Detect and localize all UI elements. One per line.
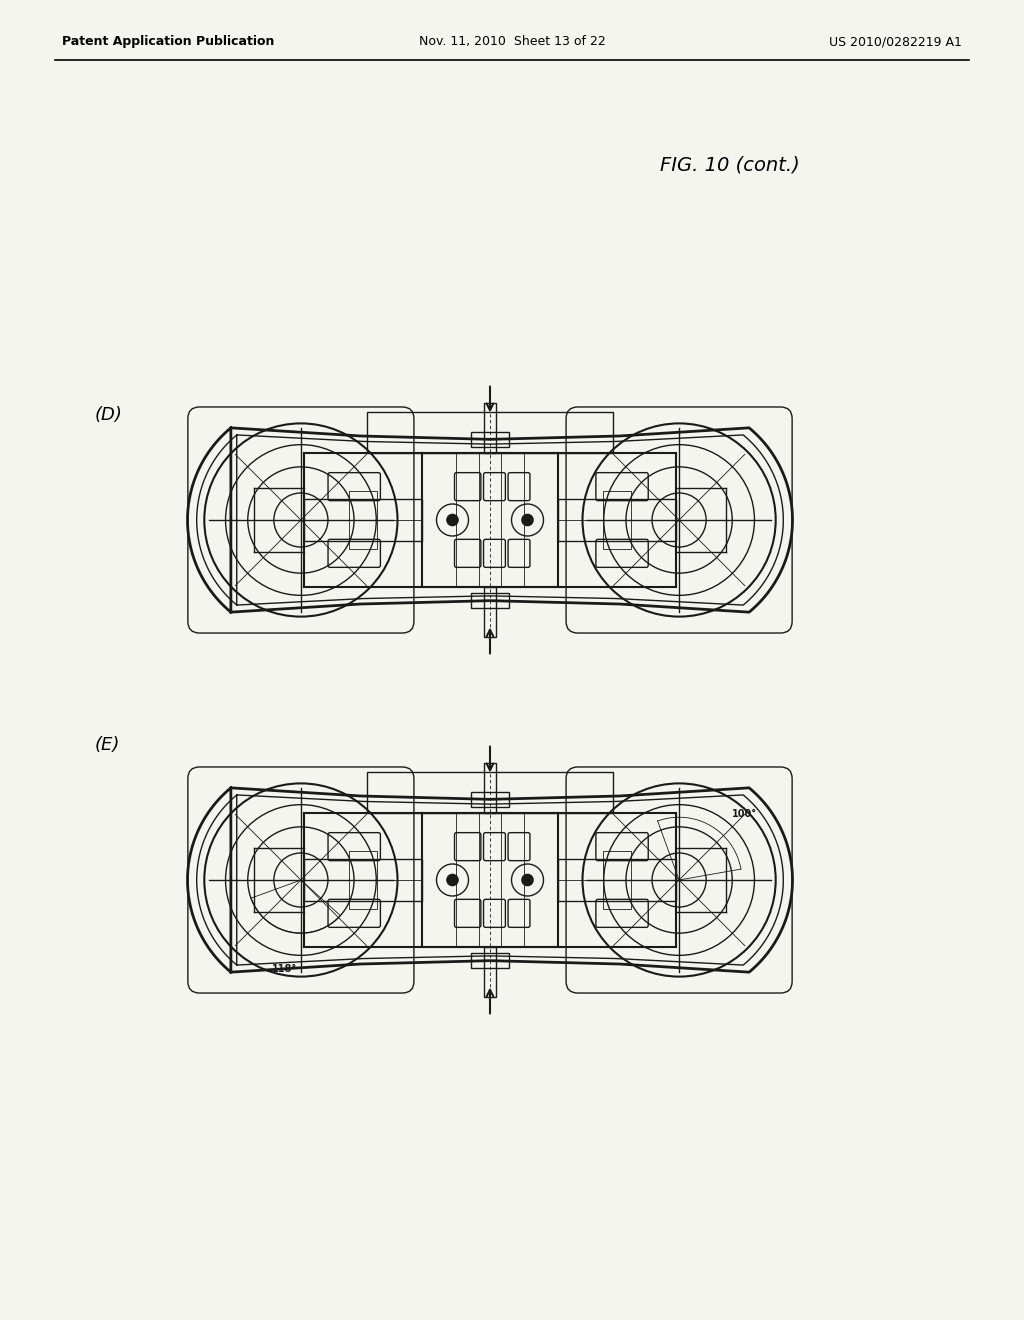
Bar [422, 453, 558, 586]
Bar [558, 859, 676, 900]
Bar [368, 412, 612, 453]
Bar [349, 851, 377, 908]
Text: 118°: 118° [272, 964, 297, 974]
Text: Patent Application Publication: Patent Application Publication [62, 36, 274, 49]
Circle shape [522, 515, 534, 525]
Circle shape [446, 515, 458, 525]
Bar [422, 813, 558, 946]
Bar [483, 586, 497, 638]
Bar [368, 772, 612, 813]
Circle shape [522, 874, 534, 886]
Bar [603, 491, 631, 549]
Bar [304, 499, 422, 541]
Bar [471, 953, 509, 968]
Text: Nov. 11, 2010  Sheet 13 of 22: Nov. 11, 2010 Sheet 13 of 22 [419, 36, 605, 49]
Bar [471, 432, 509, 447]
Bar [349, 491, 377, 549]
Text: 100°: 100° [732, 809, 758, 820]
Bar [603, 851, 631, 908]
Text: US 2010/0282219 A1: US 2010/0282219 A1 [829, 36, 962, 49]
Text: FIG. 10 (cont.): FIG. 10 (cont.) [660, 156, 800, 174]
Bar [471, 792, 509, 807]
Bar [483, 403, 497, 453]
Text: (D): (D) [95, 407, 123, 424]
Bar [558, 499, 676, 541]
Bar [304, 859, 422, 900]
Circle shape [446, 874, 458, 886]
Bar [471, 593, 509, 609]
Bar [483, 763, 497, 813]
Bar [483, 946, 497, 998]
Text: (E): (E) [95, 737, 121, 754]
